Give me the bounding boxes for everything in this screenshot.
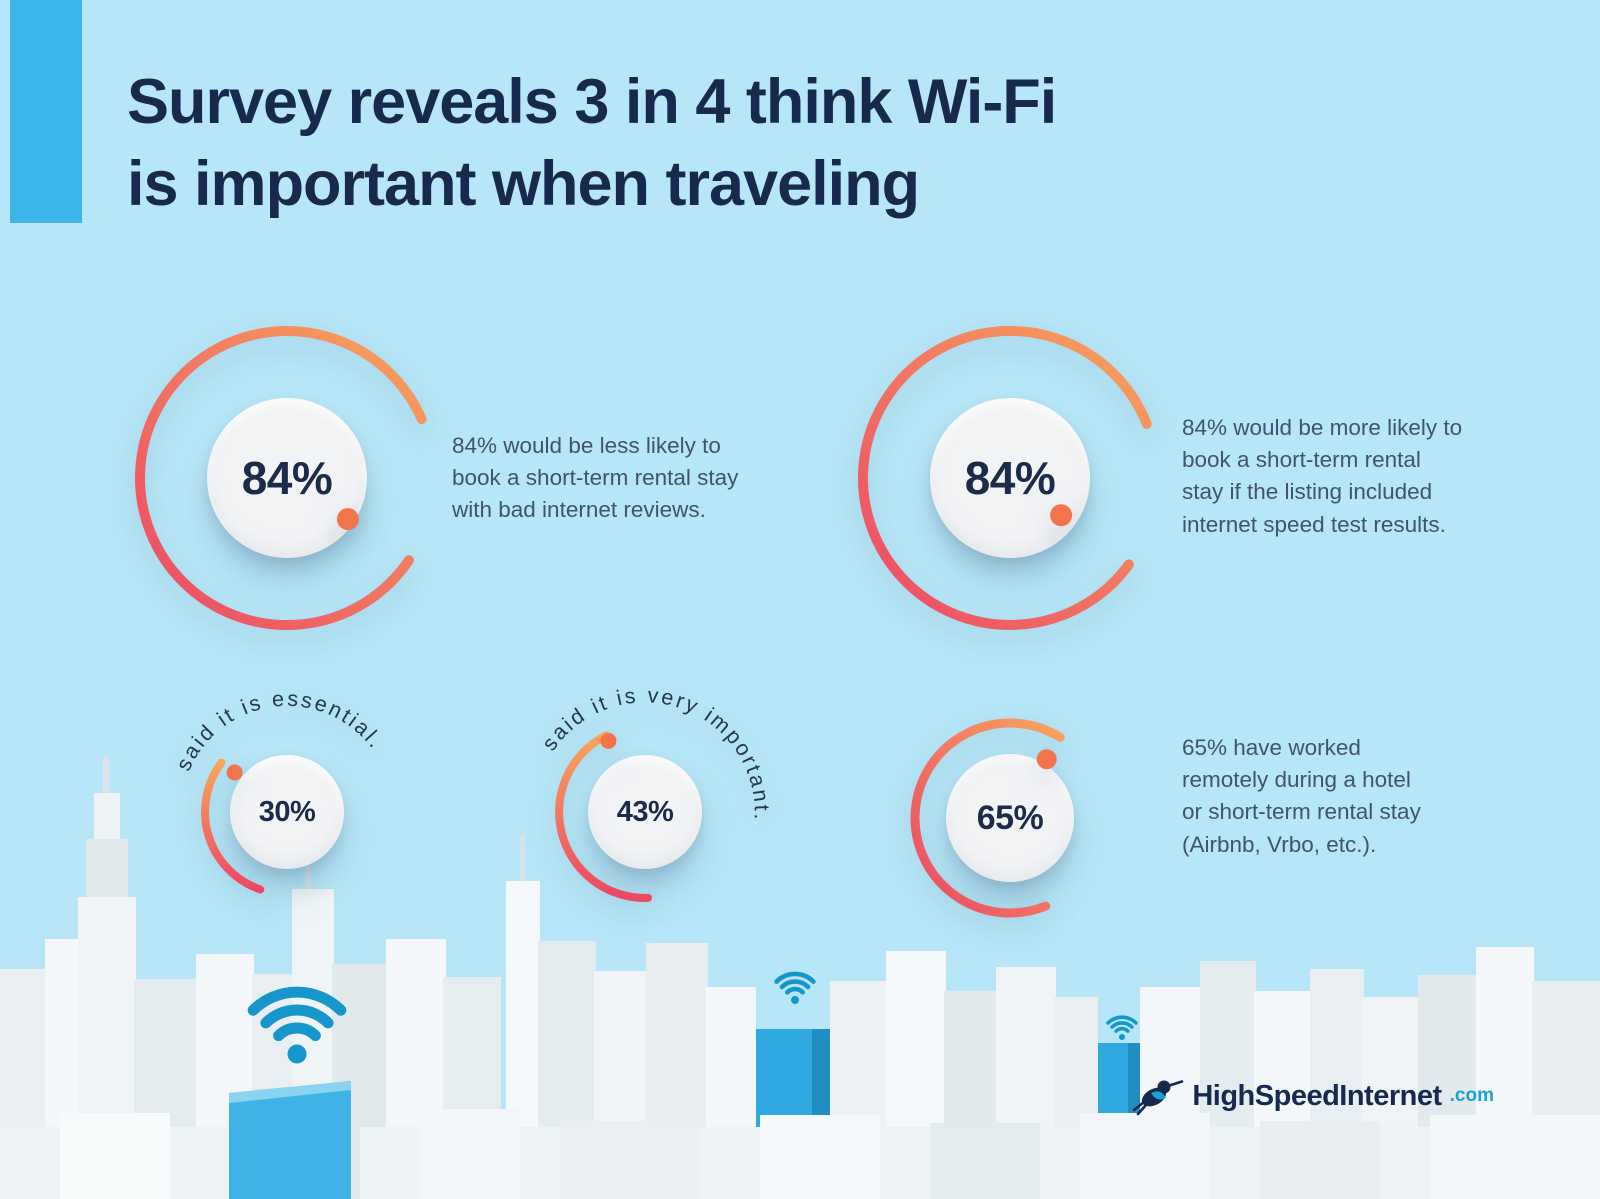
- gauge-value: 43%: [616, 795, 674, 828]
- gauge-inner-circle: 84%: [207, 398, 367, 558]
- gauge-curved-label: said it is essential.: [171, 687, 389, 775]
- gauge-worked-remotely: 65%: [880, 688, 1140, 948]
- gauge-arc: said it is essential.: [171, 687, 389, 894]
- logo-brand: HighSpeedInternet: [1192, 1079, 1442, 1112]
- gauge-more-likely: 84%: [845, 313, 1175, 643]
- gauge-value: 84%: [241, 452, 333, 504]
- buildings: [0, 757, 1600, 1199]
- gauge-inner-circle: 84%: [930, 398, 1090, 558]
- gauge-description: 84% would be more likely to book a short…: [1182, 415, 1463, 537]
- gauge-value: 65%: [976, 798, 1044, 837]
- gauge-arc: said it is very important.: [537, 683, 774, 902]
- wifi-icon: [1106, 1015, 1138, 1041]
- gauge-very-important: 43% said it is very important.: [485, 652, 805, 972]
- logo: HighSpeedInternet .com: [1132, 1075, 1494, 1117]
- gauge-curved-label: said it is very important.: [537, 683, 774, 823]
- gauge-inner-circle: 30%: [230, 755, 344, 869]
- gauge-arc: [910, 718, 1065, 918]
- gauge-inner-circle: 43%: [588, 755, 702, 869]
- gauge-inner-circle: 65%: [946, 754, 1074, 882]
- gauge-arc: [858, 326, 1152, 630]
- gauge-description: 84% would be less likely to book a short…: [452, 433, 739, 523]
- wifi-icon: [774, 971, 816, 1004]
- logo-tld: .com: [1449, 1085, 1494, 1106]
- page-title: Survey reveals 3 in 4 think Wi-Fi is imp…: [127, 67, 1057, 219]
- gauge-description: 65% have worked remotely during a hotel …: [1182, 735, 1421, 857]
- gauge-essential: 30% said it is essential.: [137, 662, 437, 962]
- gauge-less-likely: 84%: [122, 313, 452, 643]
- accent-bar: [10, 0, 82, 223]
- gauge-value: 30%: [258, 795, 316, 828]
- gauge-value: 84%: [964, 452, 1056, 504]
- wifi-icon: [247, 986, 347, 1064]
- city-skyline: [0, 757, 1600, 1199]
- hummingbird-icon: [1133, 1080, 1184, 1116]
- gauge-arc: [135, 326, 427, 630]
